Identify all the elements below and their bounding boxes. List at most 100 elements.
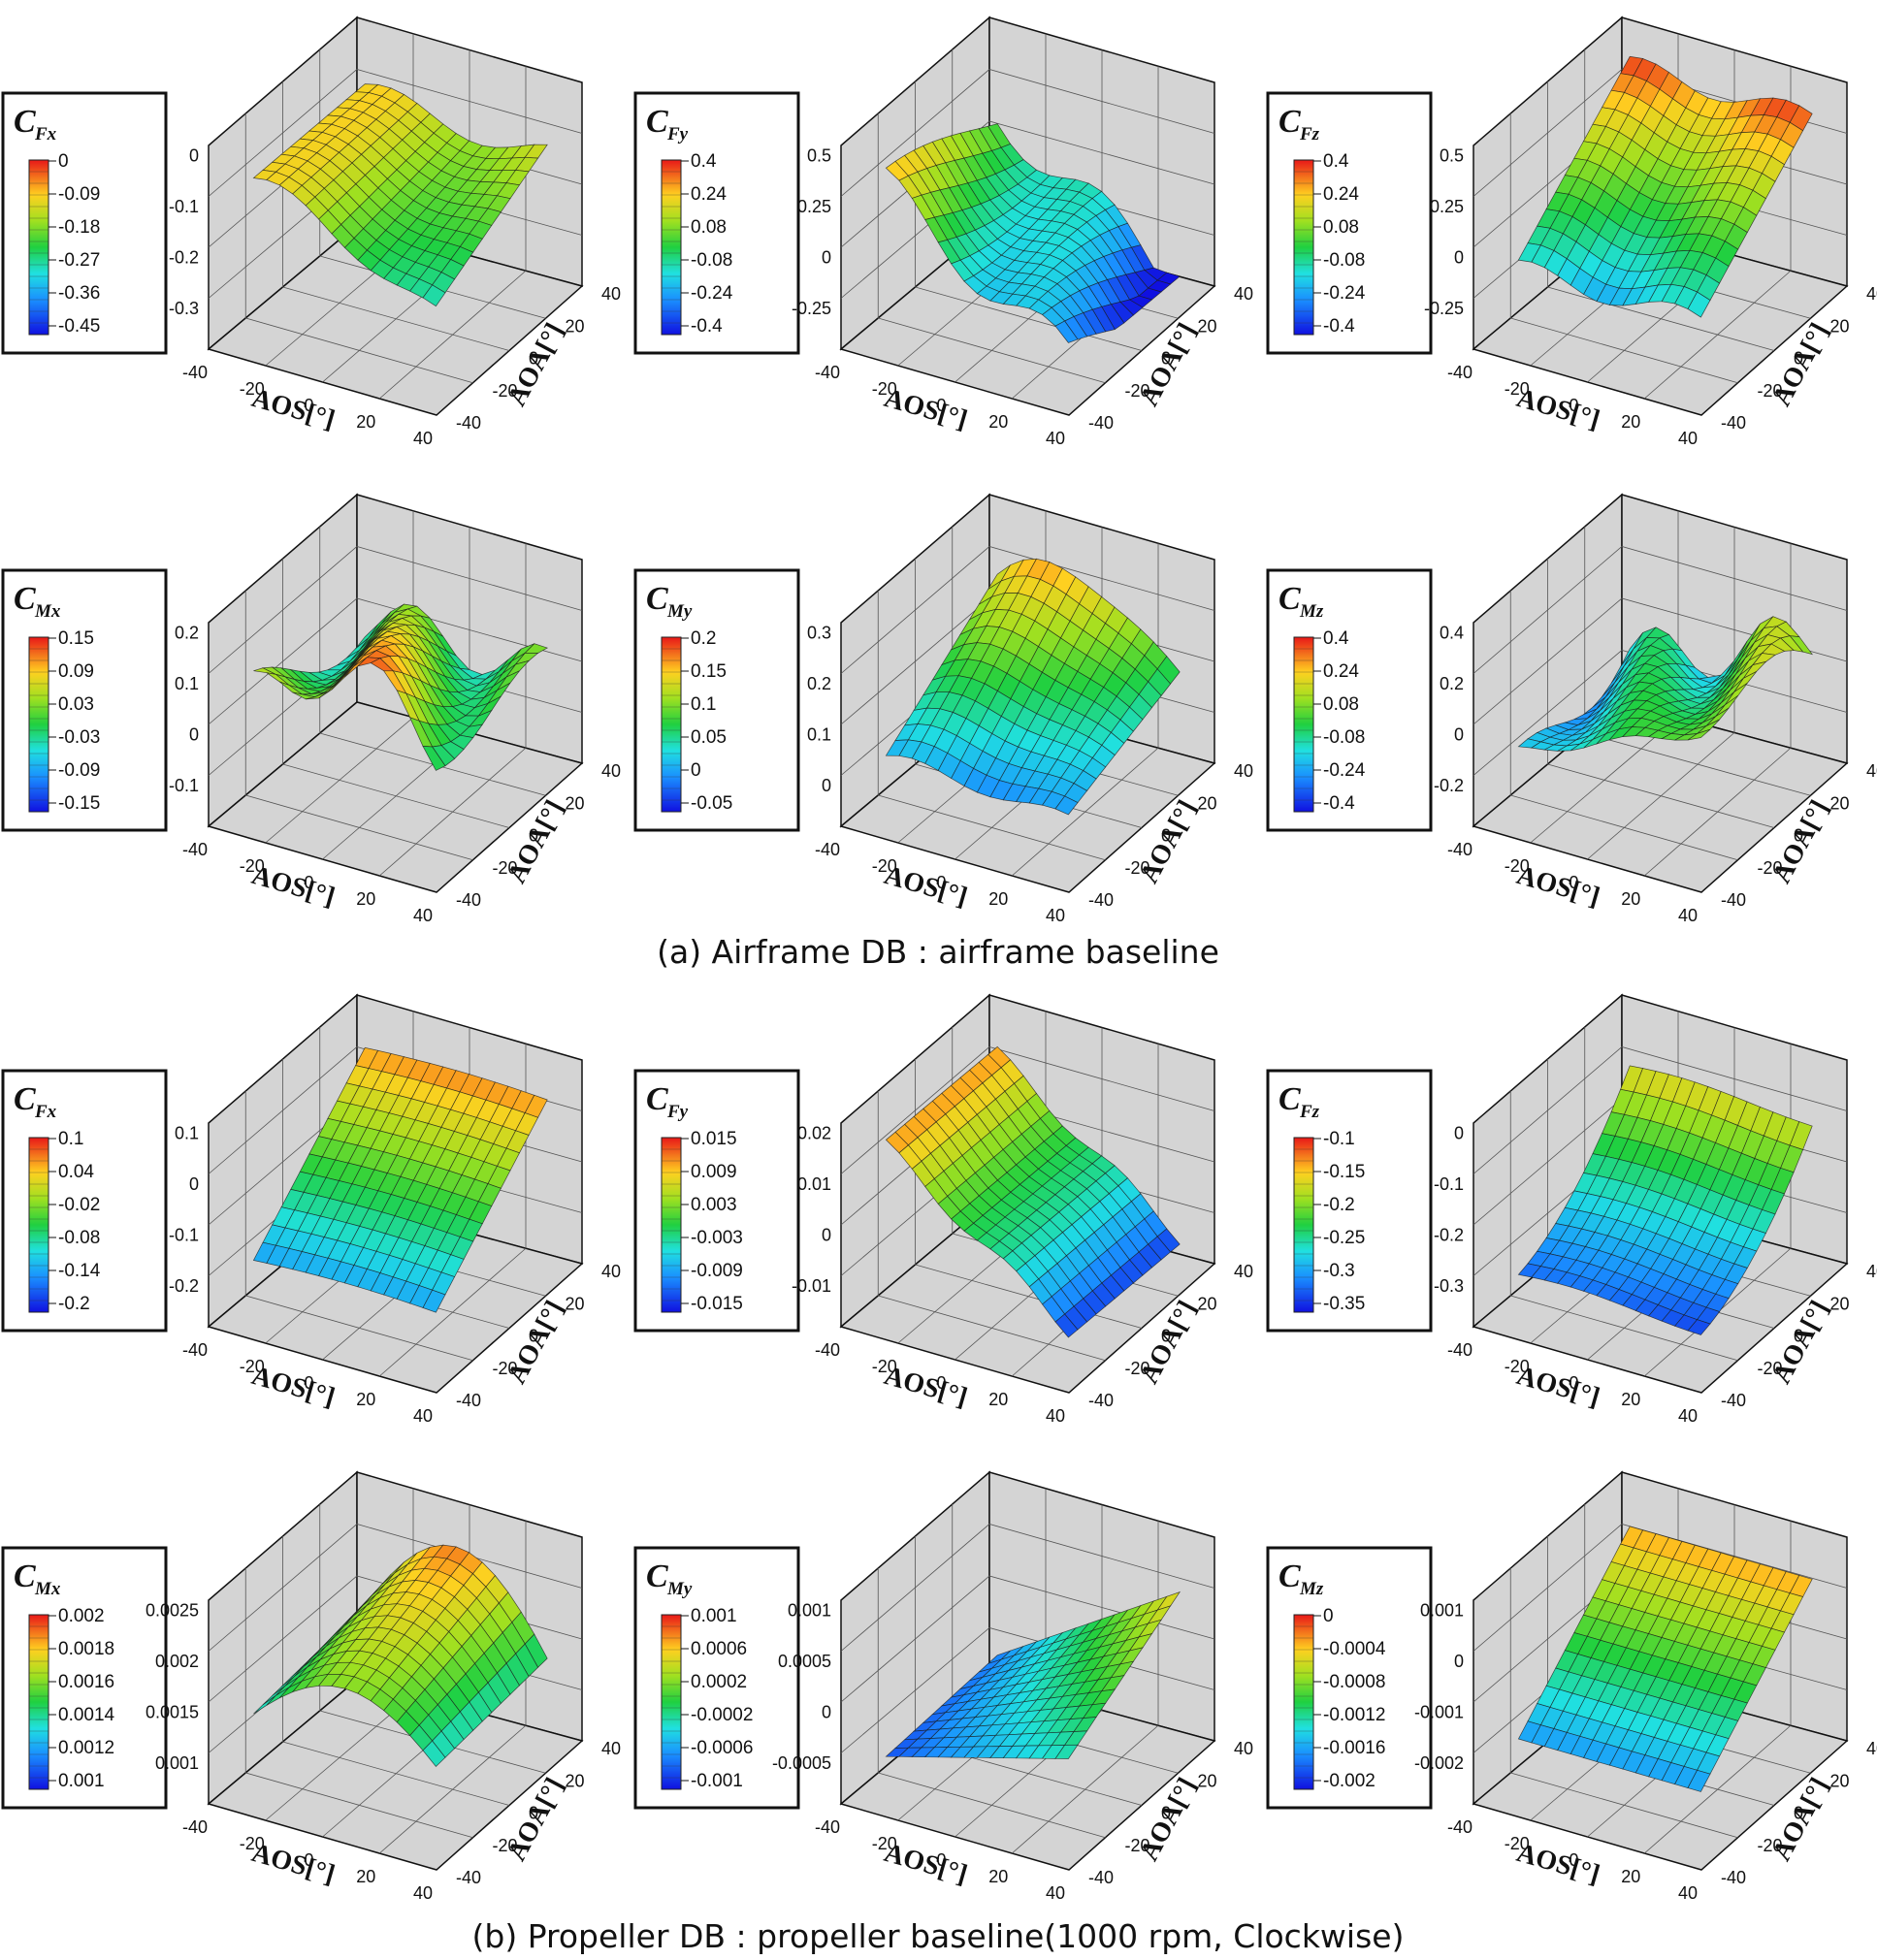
- z-tick-label: -0.25: [1424, 299, 1464, 318]
- x-tick-label: 0: [936, 873, 946, 892]
- x-tick-label: 20: [1621, 1867, 1640, 1886]
- grid-line: [282, 286, 510, 351]
- z-tick-label: 0.5: [807, 146, 831, 166]
- x-tick-label: -40: [182, 1817, 208, 1837]
- y-tick-label: -20: [493, 381, 518, 401]
- surface: [1517, 1065, 1813, 1335]
- z-tick-label: 0.25: [797, 197, 831, 216]
- x-tick-label: -20: [1505, 379, 1530, 399]
- surface-panel: C My 0.2 0.15 0.1 0.05 0 -0.05 0.3 0.2 0.1 0 -40 -20 0…: [633, 493, 1253, 925]
- legend-title: C: [14, 1558, 36, 1594]
- legend-subscript: Mx: [34, 601, 61, 622]
- legend-tick-label: -0.18: [58, 217, 100, 238]
- x-tick-label: -40: [182, 363, 208, 382]
- z-tick-label: 0: [1454, 725, 1464, 745]
- y-tick-label: -20: [493, 858, 518, 878]
- y-tick-label: -20: [493, 1359, 518, 1378]
- grid-line: [840, 1627, 1215, 1753]
- z-tick-label: 0: [1454, 1652, 1464, 1671]
- surface-cell: [1054, 320, 1079, 343]
- y-tick-label: 0: [1161, 1804, 1171, 1823]
- x-tick-label: 0: [1569, 873, 1578, 892]
- y-tick-label: 0: [1794, 349, 1803, 369]
- grid-line: [1011, 1724, 1159, 1854]
- z-tick-label: -0.1: [169, 776, 199, 795]
- z-tick-label: 0.001: [1420, 1601, 1464, 1621]
- y-tick-label: -40: [456, 413, 481, 433]
- y-tick-label: 20: [1198, 1771, 1217, 1790]
- x-tick-label: 40: [1678, 1883, 1698, 1903]
- z-tick-label: 0.01: [797, 1174, 831, 1194]
- grid-line: [282, 763, 510, 828]
- legend: C Fx0 -0.09 -0.18 -0.27 -0.36 -0.45: [1, 91, 168, 355]
- y-tick-label: 40: [1234, 1262, 1253, 1281]
- x-axis-title: AOS[°]: [1513, 383, 1603, 435]
- color-bar: [28, 159, 49, 336]
- z-tick-label: 0.0015: [146, 1703, 199, 1722]
- y-tick-label: -40: [1721, 890, 1746, 910]
- x-tick-label: 20: [356, 1867, 375, 1886]
- y-tick-label: 20: [566, 1294, 585, 1313]
- legend-tick-label: 0: [691, 760, 701, 781]
- grid-line: [282, 1741, 510, 1806]
- y-tick-label: -40: [456, 1868, 481, 1887]
- y-tick-label: 20: [566, 793, 585, 813]
- legend-tick-label: 0.24: [1323, 184, 1359, 205]
- z-tick-label: 0.02: [797, 1124, 831, 1143]
- grid-line: [208, 1524, 583, 1652]
- y-tick-label: 20: [1198, 1294, 1217, 1313]
- grid-line: [1643, 270, 1792, 400]
- legend-subscript: Fz: [1299, 1102, 1320, 1122]
- legend-title: C: [1278, 104, 1301, 140]
- color-bar: [661, 636, 682, 813]
- z-tick-label: -0.1: [1434, 1174, 1464, 1194]
- x-tick-label: 40: [413, 906, 433, 925]
- legend-tick-label: -0.25: [1323, 1228, 1365, 1248]
- y-tick-label: -40: [1721, 1868, 1746, 1887]
- y-tick-label: -40: [1721, 1391, 1746, 1410]
- legend-tick-label: -0.0012: [1323, 1705, 1385, 1725]
- grid-line: [378, 270, 527, 400]
- grid-line: [378, 1724, 527, 1854]
- x-tick-label: 20: [356, 1390, 375, 1409]
- z-tick-label: 0: [189, 1174, 199, 1194]
- surface-cell: [1054, 1744, 1079, 1759]
- x-tick-label: -40: [182, 1340, 208, 1360]
- color-bar: [1293, 636, 1314, 813]
- y-tick-label: -20: [1125, 1359, 1150, 1378]
- legend-subscript: My: [666, 1579, 693, 1599]
- legend: C Mx 0.002 0.0018 0.0016 0.0014 0.0012 0.001: [1, 1546, 168, 1810]
- surface: [253, 603, 549, 771]
- legend-tick-label: 0.09: [58, 661, 94, 682]
- x-axis-title: AOS[°]: [881, 383, 971, 435]
- legend-title: C: [1278, 1558, 1301, 1594]
- x-tick-label: -20: [872, 1357, 897, 1376]
- legend: C My 0.2 0.15 0.1 0.05 0 -0.05: [633, 568, 800, 832]
- surface: [1517, 55, 1813, 318]
- floor: [207, 701, 584, 893]
- legend-tick-label: -0.0006: [691, 1738, 753, 1758]
- x-tick-label: 40: [1678, 1406, 1698, 1426]
- x-tick-label: -20: [240, 1357, 265, 1376]
- x-tick-label: -20: [1505, 856, 1530, 876]
- x-tick-label: -40: [1447, 1340, 1472, 1360]
- surface-panel: C Fy0.4 0.24 0.08 -0.08 -0.24 -0.4 0.5 0.25 0 -0.2…: [633, 16, 1253, 448]
- x-tick-label: 0: [1569, 396, 1578, 415]
- z-tick-label: 0.001: [788, 1601, 831, 1621]
- z-tick-label: 0: [822, 1703, 831, 1722]
- x-tick-label: 0: [304, 396, 313, 415]
- legend-tick-label: -0.2: [58, 1294, 90, 1314]
- legend-tick-label: -0.015: [691, 1294, 743, 1314]
- x-tick-label: 40: [413, 1406, 433, 1426]
- y-tick-label: -20: [1758, 1836, 1783, 1855]
- z-tick-label: -0.3: [1434, 1276, 1464, 1296]
- x-tick-label: -20: [240, 856, 265, 876]
- x-tick-label: -40: [815, 1340, 840, 1360]
- surface: [252, 83, 548, 307]
- legend-tick-label: 0.001: [58, 1771, 105, 1791]
- legend-tick-label: -0.2: [1323, 1195, 1355, 1215]
- legend-tick-label: -0.002: [1323, 1771, 1375, 1791]
- surface-cell: [1054, 1313, 1079, 1338]
- legend-tick-label: 0.0016: [58, 1672, 114, 1692]
